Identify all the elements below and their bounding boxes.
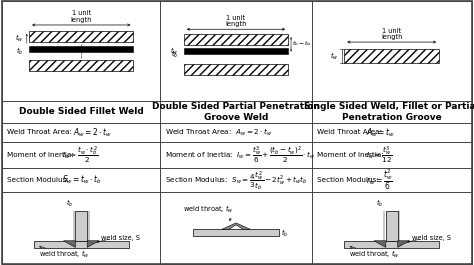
Text: $t_w$: $t_w$ xyxy=(15,33,24,44)
Bar xyxy=(386,211,398,241)
Polygon shape xyxy=(374,241,386,248)
Text: $A_w = 2 \cdot t_w$: $A_w = 2 \cdot t_w$ xyxy=(73,126,113,139)
Text: $r_w = \dfrac{t_w^2}{6}$: $r_w = \dfrac{t_w^2}{6}$ xyxy=(366,168,393,192)
Text: weld size, S: weld size, S xyxy=(412,235,451,241)
Bar xyxy=(34,241,129,248)
Text: 1 unit
length: 1 unit length xyxy=(71,11,92,23)
Bar xyxy=(29,46,134,52)
Text: Single Sided Weld, Fillet or Partial
Penetration Groove: Single Sided Weld, Fillet or Partial Pen… xyxy=(304,102,474,122)
Bar xyxy=(29,31,134,42)
Text: $I_w = \dfrac{t_w \cdot t_b^2}{2}$: $I_w = \dfrac{t_w \cdot t_b^2}{2}$ xyxy=(62,145,98,165)
Polygon shape xyxy=(87,241,99,248)
Bar xyxy=(184,34,288,45)
Text: $t_b$: $t_b$ xyxy=(376,198,383,209)
Bar xyxy=(344,241,439,248)
Polygon shape xyxy=(398,241,410,248)
Text: Weld Throat Area:: Weld Throat Area: xyxy=(317,130,382,135)
Text: weld throat, $t_w$: weld throat, $t_w$ xyxy=(349,249,400,260)
Text: $S_w = t_w \cdot t_b$: $S_w = t_w \cdot t_b$ xyxy=(62,174,101,187)
Text: Moment of Inertia:: Moment of Inertia: xyxy=(317,152,383,158)
Text: $t_b - t_w$: $t_b - t_w$ xyxy=(292,39,312,47)
Bar xyxy=(184,64,288,75)
Bar xyxy=(184,47,288,55)
Text: Weld Throat Area:: Weld Throat Area: xyxy=(7,130,72,135)
Bar xyxy=(193,229,279,236)
Text: $t_b$: $t_b$ xyxy=(16,46,24,57)
Text: 1 unit
length: 1 unit length xyxy=(381,28,402,40)
Text: weld throat, $t_w$: weld throat, $t_w$ xyxy=(38,249,89,260)
Text: 1 unit
length: 1 unit length xyxy=(225,15,247,27)
Bar xyxy=(29,60,134,71)
Text: Section Modulus:: Section Modulus: xyxy=(317,177,379,183)
Text: $t_b$: $t_b$ xyxy=(171,49,178,60)
Text: Moment of Inertia:  $I_w = \dfrac{t_w^3}{6} + \dfrac{(t_b - t_w)^2}{2} \cdot t_w: Moment of Inertia: $I_w = \dfrac{t_w^3}{… xyxy=(165,145,316,165)
Polygon shape xyxy=(222,223,250,229)
Text: $A_w = t_w$: $A_w = t_w$ xyxy=(366,126,395,139)
Polygon shape xyxy=(64,241,75,248)
Text: $t_w$: $t_w$ xyxy=(330,50,338,61)
Text: Weld Throat Area:  $A_w = 2 \cdot t_w$: Weld Throat Area: $A_w = 2 \cdot t_w$ xyxy=(165,127,273,138)
Text: Double Sided Fillet Weld: Double Sided Fillet Weld xyxy=(19,108,144,116)
Bar xyxy=(75,211,87,241)
Text: Moment of Inertia:: Moment of Inertia: xyxy=(7,152,74,158)
Text: weld throat, $t_w$: weld throat, $t_w$ xyxy=(183,204,234,215)
Bar xyxy=(344,49,439,63)
Text: $t_b$: $t_b$ xyxy=(281,227,288,238)
Text: Double Sided Partial Penetration
Groove Weld: Double Sided Partial Penetration Groove … xyxy=(152,102,320,122)
Text: Section Modulus:: Section Modulus: xyxy=(7,177,69,183)
Text: weld size, S: weld size, S xyxy=(101,235,140,241)
Text: $t_b$: $t_b$ xyxy=(66,198,73,209)
Text: $t_w$: $t_w$ xyxy=(170,45,178,57)
Text: $I_w = \dfrac{t_w^3}{12}$: $I_w = \dfrac{t_w^3}{12}$ xyxy=(366,145,393,165)
Text: Section Modulus:  $S_w = \dfrac{4}{3}\dfrac{t_w^2}{t_b} - 2t_w^2 + t_w t_b$: Section Modulus: $S_w = \dfrac{4}{3}\dfr… xyxy=(165,169,308,192)
